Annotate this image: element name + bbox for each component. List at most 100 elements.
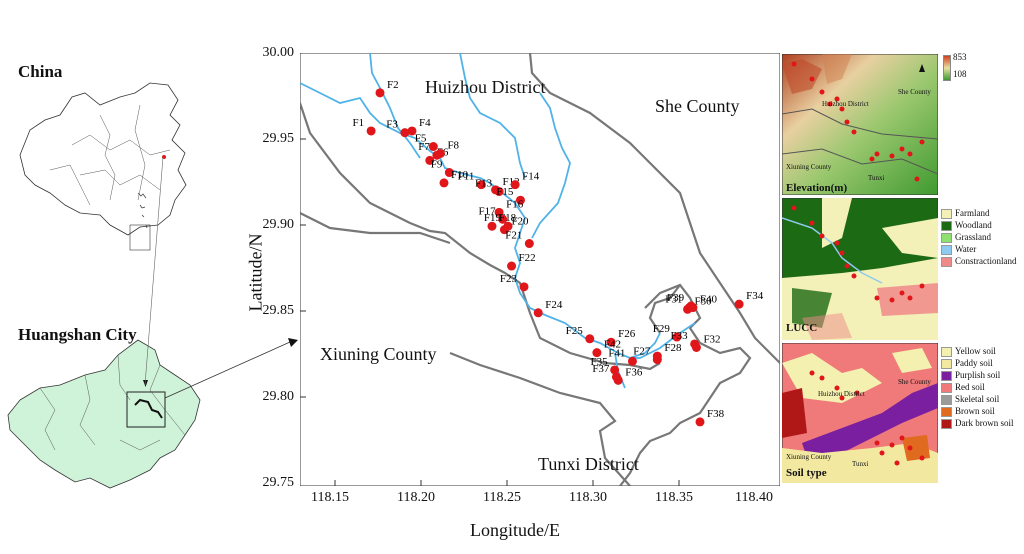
soil-legend-item: Yellow soil (941, 345, 1014, 357)
china-outline (19, 82, 187, 236)
lucc-legend-item: Woodland (941, 219, 1017, 231)
site-marker-f33 (690, 339, 700, 349)
site-label-f13: F13 (475, 178, 493, 190)
site-marker-f20 (499, 225, 509, 235)
site-marker-f37 (611, 372, 621, 382)
site-marker-f4 (407, 126, 417, 136)
label-xiuning-county: Xiuning County (320, 344, 437, 364)
lucc-title: LUCC (786, 322, 818, 334)
site-label-f8: F8 (447, 139, 459, 151)
rivers (300, 53, 696, 389)
y-tick-0: 30.00 (262, 45, 295, 60)
site-label-f22: F22 (519, 252, 536, 264)
site-label-f18: F18 (499, 212, 517, 224)
site-label-f33: F33 (671, 330, 689, 342)
site-marker-f22 (507, 261, 517, 271)
site-label-f41: F41 (608, 347, 625, 359)
huangshan-boundary (7, 339, 201, 489)
site-label-f20: F20 (511, 216, 529, 228)
site-marker-f29 (672, 332, 682, 342)
site-label-f2: F2 (387, 79, 399, 91)
x-tick-1: 118.20 (397, 490, 435, 505)
site-label-f7: F7 (418, 141, 430, 153)
study-area-box (126, 391, 166, 428)
site-marker-f10 (439, 178, 449, 188)
soil-title: Soil type (786, 467, 827, 479)
site-marker-f23 (519, 282, 529, 292)
sampling-sites: F1F2F3F4F5F6F7F8F9F10F11F12F13F14F15F16F… (352, 79, 764, 427)
site-label-f19: F19 (484, 212, 502, 224)
main-study-map: F1F2F3F4F5F6F7F8F9F10F11F12F13F14F15F16F… (300, 53, 780, 486)
soil-inset-map (782, 343, 938, 483)
site-marker-f3 (400, 128, 410, 138)
elevation-min-label: 108 (953, 69, 967, 79)
site-label-f5: F5 (415, 133, 427, 145)
site-label-f4: F4 (419, 117, 431, 129)
site-label-f21: F21 (505, 230, 522, 242)
site-marker-f11 (476, 180, 486, 190)
site-label-f38: F38 (707, 408, 725, 420)
site-label-f39: F39 (667, 292, 685, 304)
china-overview-map (19, 82, 187, 251)
site-label-f17: F17 (479, 205, 497, 217)
site-label-f11: F11 (458, 171, 475, 183)
label-huizhou-district: Huizhou District (425, 77, 546, 97)
y-tick-1: 29.95 (262, 131, 295, 146)
site-label-f25: F25 (566, 325, 584, 337)
soil-label-she: She County (898, 378, 931, 386)
site-label-f28: F28 (664, 342, 682, 354)
site-marker-f8 (435, 148, 445, 158)
site-label-f36: F36 (625, 366, 643, 378)
elevation-label-huizhou: Huizhou District (822, 100, 869, 108)
site-marker-f40 (688, 303, 698, 313)
site-label-f26: F26 (618, 328, 636, 340)
site-label-f35: F35 (591, 356, 609, 368)
x-axis-title: Longitude/E (470, 520, 560, 540)
site-marker-f21 (524, 239, 534, 249)
x-tick-4: 118.35 (655, 490, 693, 505)
elevation-max-label: 853 (953, 52, 967, 62)
huangshan-overview-map (7, 338, 298, 489)
elevation-label-tunxi: Tunxi (868, 174, 885, 182)
site-marker-f41 (627, 356, 637, 366)
site-marker-f18 (487, 221, 497, 231)
site-label-f16: F16 (506, 198, 524, 210)
lucc-legend-item: Grassland (941, 231, 1017, 243)
elevation-title: Elevation(m) (786, 182, 848, 194)
site-label-f42: F42 (604, 339, 621, 351)
site-marker-f24 (533, 308, 543, 318)
site-marker-f9 (444, 168, 454, 178)
site-marker-f28 (652, 351, 662, 361)
lucc-legend-item: Farmland (941, 207, 1017, 219)
soil-legend-item: Purplish soil (941, 369, 1014, 381)
site-marker-f25 (585, 334, 595, 344)
site-label-f27: F27 (633, 346, 651, 358)
x-tick-5: 118.40 (735, 490, 773, 505)
site-marker-f2 (375, 88, 385, 98)
y-tick-5: 29.75 (262, 475, 295, 490)
y-tick-4: 29.80 (262, 389, 295, 404)
y-tick-2: 29.90 (262, 217, 295, 232)
site-marker-f15 (515, 195, 525, 205)
site-label-f29: F29 (653, 323, 671, 335)
site-label-f34: F34 (746, 290, 764, 302)
elevation-label-she: She County (898, 88, 931, 96)
label-tunxi-district: Tunxi District (538, 454, 639, 474)
lucc-legend: Farmland Woodland Grassland Water Constr… (941, 207, 1017, 267)
site-marker-f34 (734, 299, 744, 309)
district-boundaries (300, 53, 780, 486)
soil-label-huizhou: Huizhou District (818, 390, 865, 398)
site-label-f1: F1 (352, 117, 364, 129)
site-label-f9: F9 (431, 159, 443, 171)
lucc-inset-map (782, 198, 938, 340)
site-label-f30: F30 (695, 295, 713, 307)
soil-legend: Yellow soil Paddy soil Purplish soil Red… (941, 345, 1014, 429)
site-label-f40: F40 (700, 294, 718, 306)
lucc-legend-item: Constractionland (941, 255, 1017, 267)
lucc-legend-item: Water (941, 243, 1017, 255)
x-tick-0: 118.15 (311, 490, 349, 505)
site-marker-f42 (592, 348, 602, 358)
soil-legend-item: Brown soil (941, 405, 1014, 417)
huangshan-city-label: Huangshan City (18, 325, 137, 344)
x-tick-3: 118.30 (569, 490, 607, 505)
